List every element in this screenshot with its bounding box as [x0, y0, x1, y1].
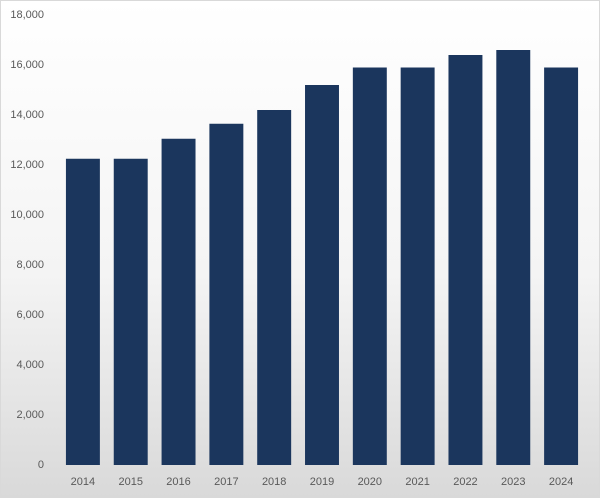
x-tick-label: 2015: [118, 476, 142, 488]
bar: [400, 67, 435, 465]
y-tick-label: 0: [38, 459, 44, 471]
y-tick-label: 4,000: [16, 359, 44, 371]
x-tick-label: 2017: [214, 476, 238, 488]
bar: [305, 85, 339, 465]
bar: [448, 55, 483, 465]
bar: [65, 158, 100, 465]
y-tick-label: 12,000: [10, 159, 44, 171]
y-tick-label: 6,000: [16, 309, 44, 321]
bar: [496, 50, 531, 465]
x-tick-label: 2018: [262, 476, 286, 488]
bar: [113, 158, 148, 465]
bar: [161, 138, 196, 465]
bar: [352, 67, 387, 465]
x-tick-label: 2016: [166, 476, 190, 488]
bar: [209, 123, 244, 465]
bar: [257, 110, 292, 465]
x-tick-label: 2022: [453, 476, 477, 488]
y-tick-label: 10,000: [10, 209, 44, 221]
x-tick-label: 2020: [358, 476, 382, 488]
x-tick-label: 2024: [549, 476, 573, 488]
y-tick-label: 16,000: [10, 59, 44, 71]
y-tick-label: 18,000: [10, 9, 44, 21]
x-tick-label: 2021: [405, 476, 429, 488]
y-tick-label: 8,000: [16, 259, 44, 271]
y-tick-label: 2,000: [16, 409, 44, 421]
bar: [544, 67, 579, 465]
y-tick-label: 14,000: [10, 109, 44, 121]
x-tick-label: 2014: [71, 476, 95, 488]
x-tick-label: 2019: [310, 476, 334, 488]
x-tick-label: 2023: [501, 476, 525, 488]
